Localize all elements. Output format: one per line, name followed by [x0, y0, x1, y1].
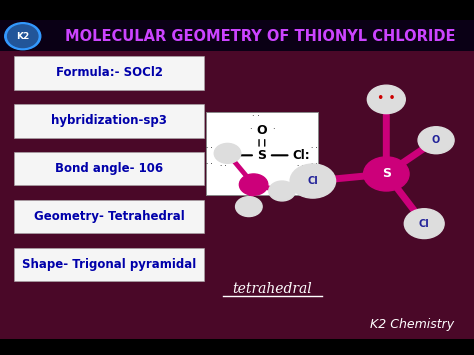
FancyBboxPatch shape: [14, 200, 204, 234]
FancyBboxPatch shape: [206, 112, 318, 195]
FancyBboxPatch shape: [14, 56, 204, 89]
Text: Cl:: Cl:: [292, 149, 310, 162]
FancyBboxPatch shape: [14, 152, 204, 185]
FancyBboxPatch shape: [0, 20, 474, 51]
Text: · ·: · ·: [310, 144, 318, 151]
FancyBboxPatch shape: [14, 248, 204, 281]
Text: K2 Chemistry: K2 Chemistry: [370, 318, 455, 331]
FancyBboxPatch shape: [0, 0, 474, 20]
Circle shape: [5, 23, 41, 50]
Text: ·: ·: [273, 125, 275, 134]
Circle shape: [418, 127, 454, 154]
Text: · ·: · ·: [297, 163, 304, 169]
Text: Bond angle- 106: Bond angle- 106: [55, 162, 163, 175]
Text: · ·: · ·: [206, 161, 213, 167]
Text: Cl: Cl: [308, 176, 318, 186]
Circle shape: [404, 209, 444, 239]
Text: hybridization-sp3: hybridization-sp3: [51, 114, 167, 127]
Text: tetrahedral: tetrahedral: [233, 282, 312, 296]
Circle shape: [214, 143, 241, 163]
Text: · ·: · ·: [206, 144, 213, 151]
Text: · ·: · ·: [252, 113, 260, 121]
Text: O: O: [432, 135, 440, 145]
Circle shape: [236, 197, 262, 217]
Text: · ·: · ·: [219, 163, 227, 169]
Text: Geometry- Tetrahedral: Geometry- Tetrahedral: [34, 210, 184, 223]
Circle shape: [367, 85, 405, 114]
Text: K2: K2: [16, 32, 29, 41]
Circle shape: [239, 174, 268, 195]
Text: MOLECULAR GEOMETRY OF THIONYL CHLORIDE: MOLECULAR GEOMETRY OF THIONYL CHLORIDE: [65, 29, 456, 44]
Circle shape: [8, 25, 38, 48]
FancyBboxPatch shape: [0, 339, 474, 355]
Text: ·: ·: [249, 125, 251, 134]
FancyBboxPatch shape: [14, 104, 204, 137]
Text: Shape- Trigonal pyramidal: Shape- Trigonal pyramidal: [22, 258, 196, 271]
Text: :Cl: :Cl: [214, 149, 232, 162]
Circle shape: [269, 181, 295, 201]
Text: · ·: · ·: [310, 161, 318, 167]
Text: • •: • •: [377, 92, 396, 105]
Text: Formula:- SOCl2: Formula:- SOCl2: [55, 66, 163, 79]
Text: S: S: [257, 149, 266, 162]
Text: O: O: [256, 124, 267, 137]
Text: Cl: Cl: [419, 219, 429, 229]
Text: S: S: [382, 168, 391, 180]
Circle shape: [290, 164, 336, 198]
Circle shape: [364, 157, 409, 191]
